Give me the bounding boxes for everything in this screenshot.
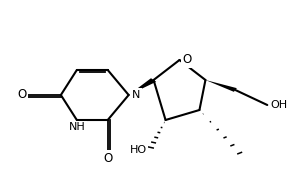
Polygon shape (129, 78, 156, 95)
Polygon shape (206, 80, 237, 92)
Text: HO: HO (130, 145, 147, 155)
Text: O: O (182, 54, 192, 67)
Text: OH: OH (270, 100, 287, 110)
Text: O: O (17, 89, 27, 102)
Text: N: N (132, 90, 140, 100)
Text: NH: NH (68, 122, 85, 132)
Text: O: O (103, 152, 112, 165)
